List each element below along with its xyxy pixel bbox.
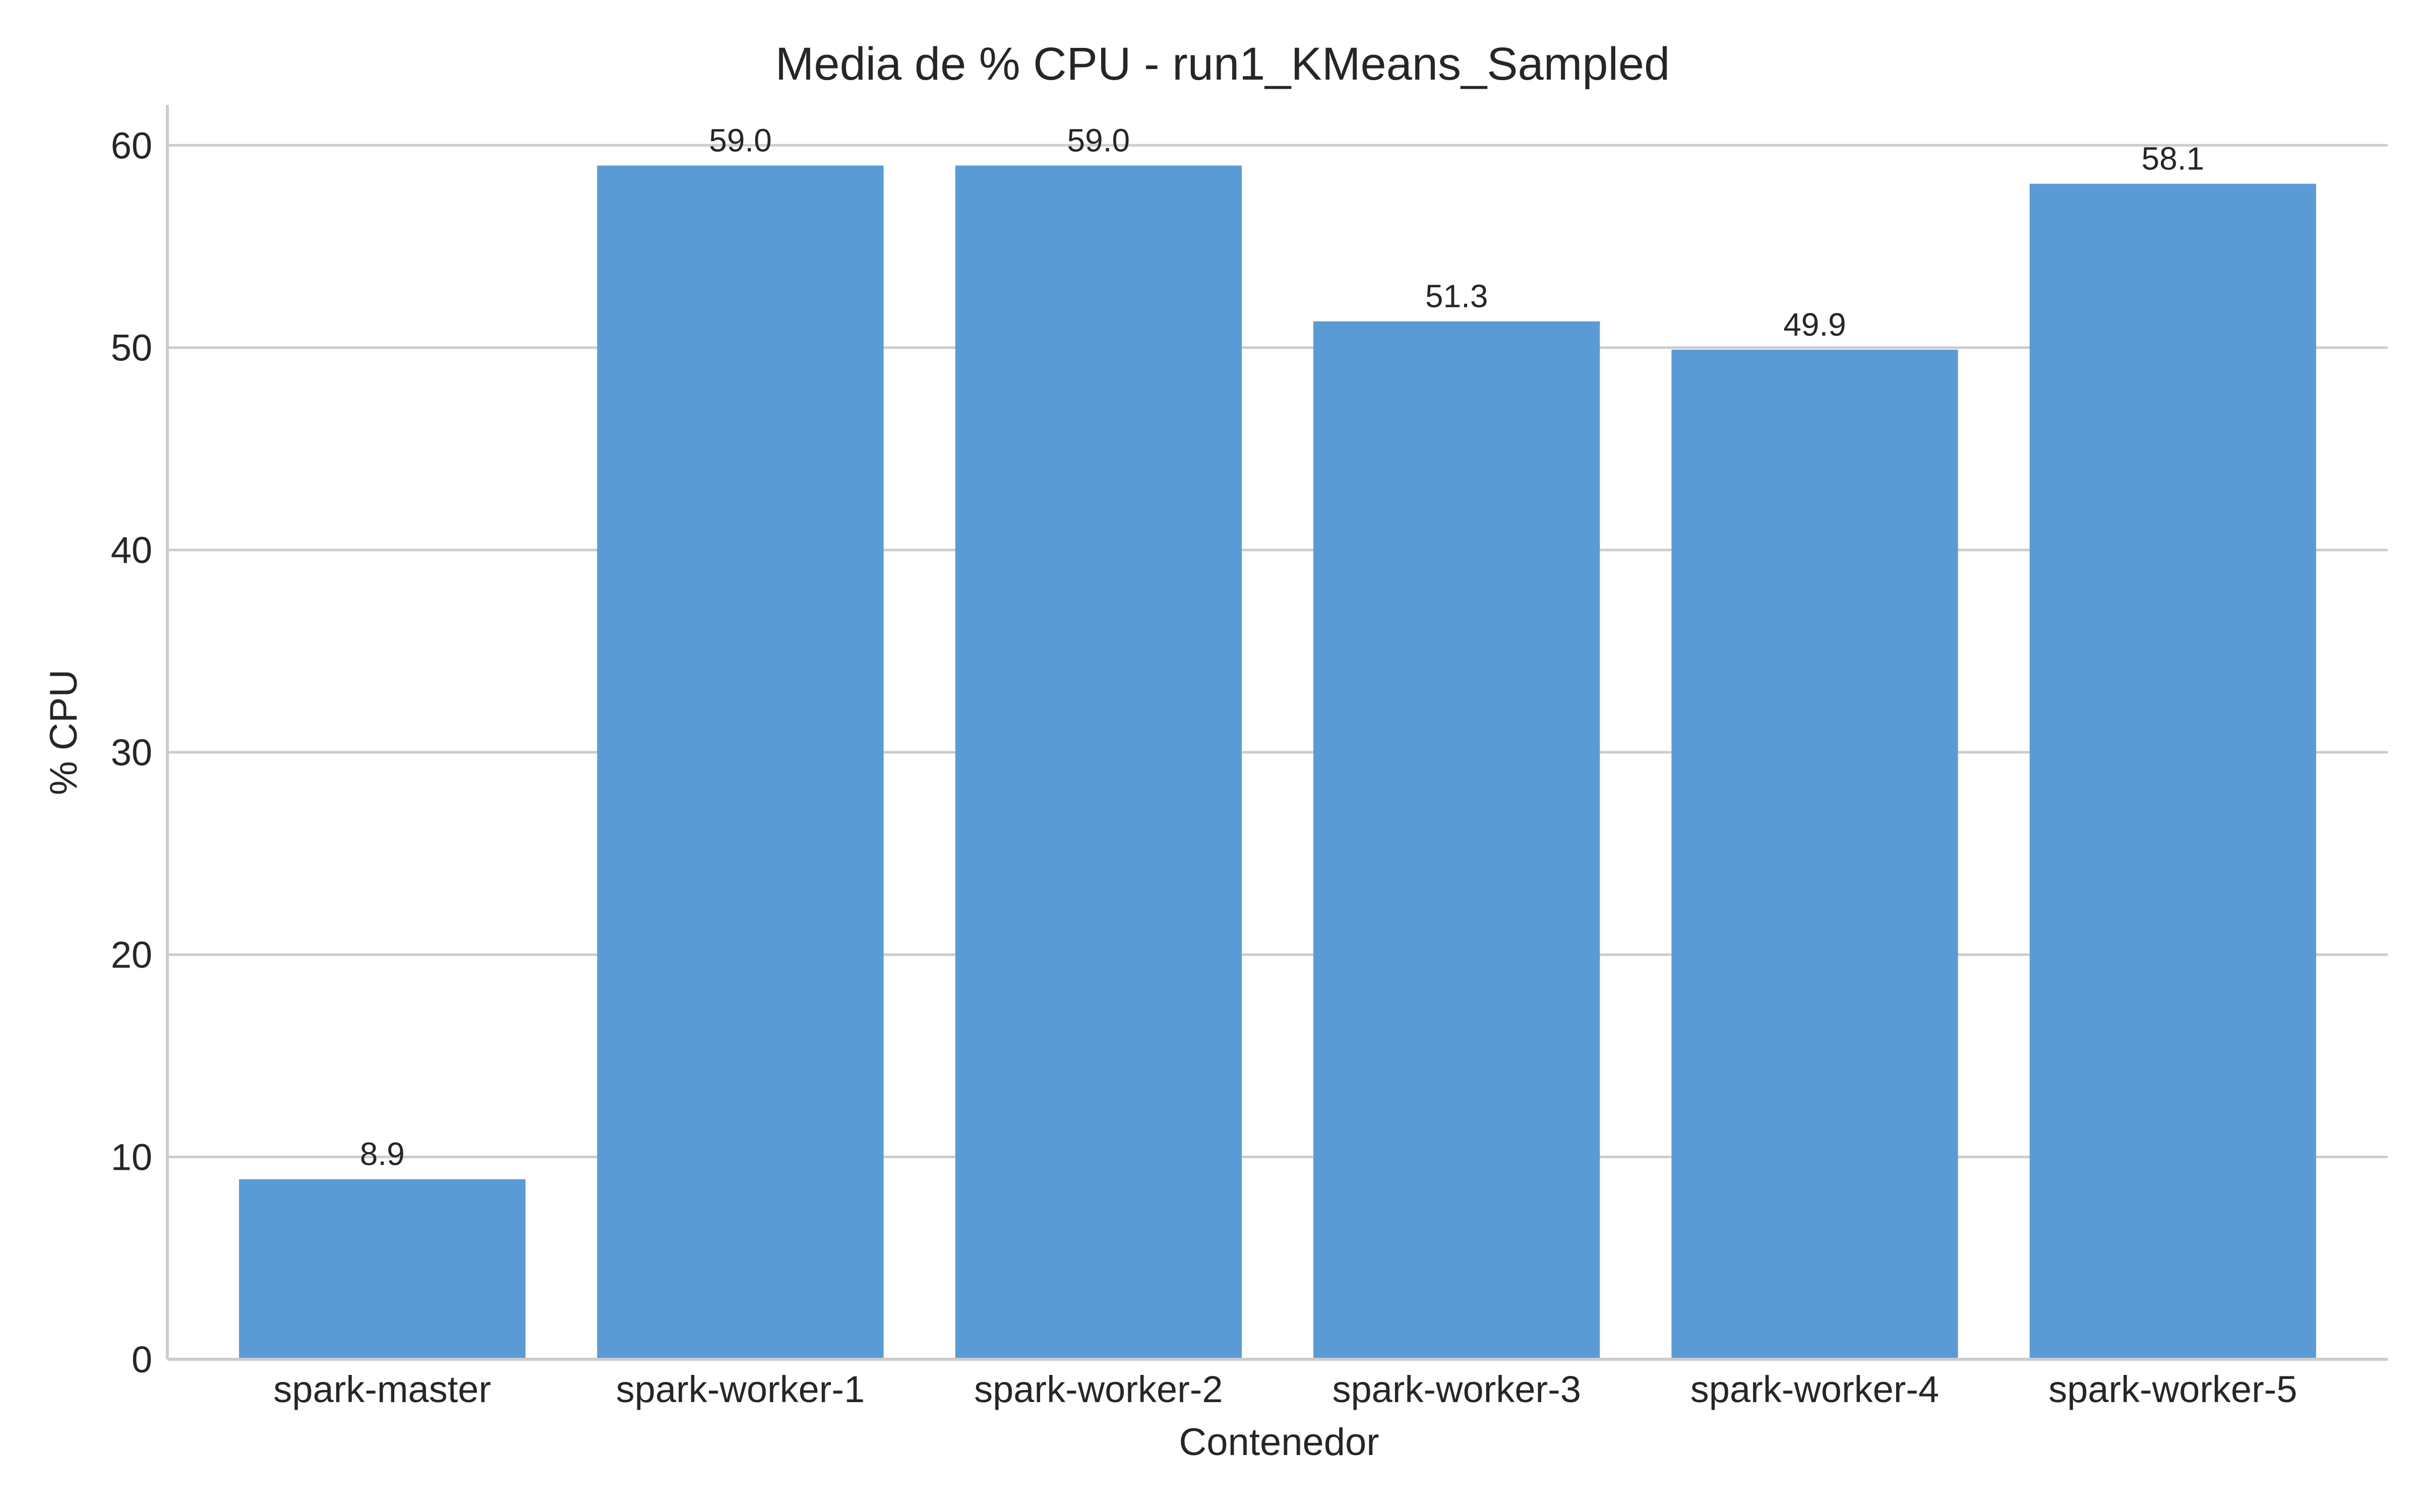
bar-value-label: 8.9 [360, 1136, 405, 1172]
y-tick-label: 0 [132, 1339, 152, 1380]
bar [1313, 321, 1600, 1359]
tick-labels: 0 10 20 30 40 50 60 spark-master spark-worker-1 s… [111, 124, 2297, 1410]
chart-title: Media de % CPU - run1_KMeans_Sampled [775, 38, 1670, 90]
data-labels: 8.9 59.0 59.0 51.3 49.9 58.1 [360, 122, 2204, 1172]
bar [1671, 349, 1958, 1359]
x-axis-label: Contenedor [1179, 1421, 1379, 1464]
y-tick-label: 30 [111, 732, 152, 774]
grid-lines [167, 144, 2388, 1159]
y-axis-label: % CPU [42, 669, 85, 795]
bar [239, 1179, 526, 1359]
bar [955, 165, 1242, 1359]
x-tick-label: spark-worker-4 [1690, 1368, 1939, 1410]
y-tick-label: 40 [111, 529, 152, 571]
bar-value-label: 49.9 [1783, 306, 1846, 343]
bars [239, 165, 2316, 1359]
bar [2029, 183, 2316, 1359]
y-tick-label: 10 [111, 1137, 152, 1178]
x-tick-label: spark-worker-3 [1332, 1368, 1581, 1410]
bar-value-label: 58.1 [2142, 141, 2205, 177]
bar [597, 165, 884, 1359]
y-tick-label: 20 [111, 934, 152, 976]
x-tick-label: spark-worker-2 [974, 1368, 1223, 1410]
y-tick-label: 50 [111, 327, 152, 369]
x-tick-label: spark-master [273, 1368, 491, 1410]
bar-value-label: 59.0 [709, 122, 772, 158]
y-tick-label: 60 [111, 124, 152, 166]
x-tick-label: spark-worker-1 [616, 1368, 865, 1410]
x-tick-label: spark-worker-5 [2048, 1368, 2297, 1410]
bar-value-label: 51.3 [1425, 278, 1488, 314]
bar-value-label: 59.0 [1067, 122, 1130, 158]
